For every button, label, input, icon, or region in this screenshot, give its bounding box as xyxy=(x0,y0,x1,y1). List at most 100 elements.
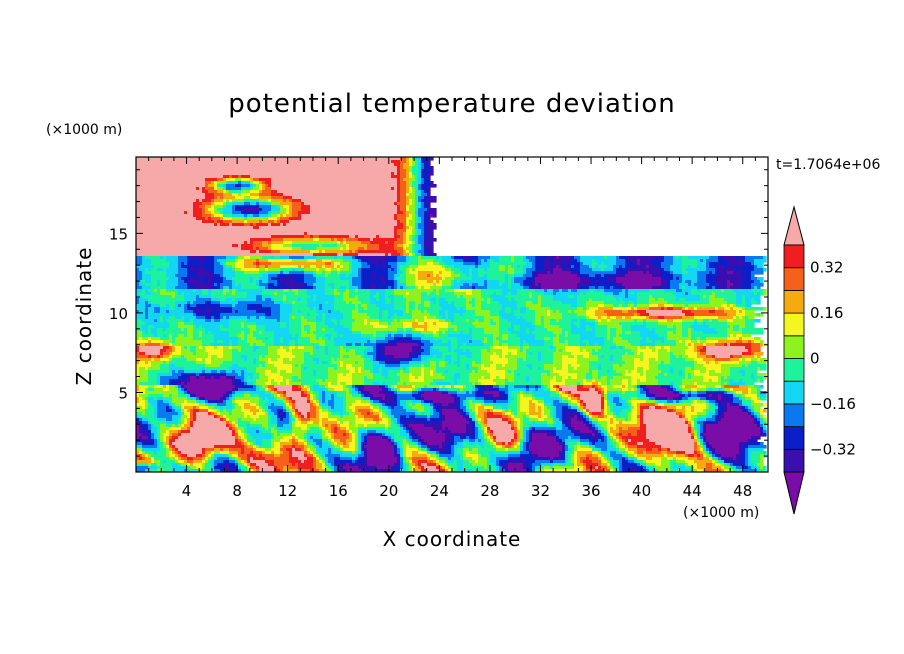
heatmap-cell xyxy=(286,208,290,212)
heatmap-cell xyxy=(691,406,695,410)
heatmap-cell xyxy=(508,391,512,395)
heatmap-cell xyxy=(373,355,377,359)
heatmap-cell xyxy=(460,280,485,284)
heatmap-cell xyxy=(604,286,611,290)
heatmap-cell xyxy=(145,343,161,347)
heatmap-cell xyxy=(271,262,326,266)
heatmap-cell xyxy=(169,277,179,281)
heatmap-cell xyxy=(184,400,188,404)
heatmap-cell xyxy=(145,307,149,311)
heatmap-cell xyxy=(412,202,416,206)
heatmap-cell xyxy=(595,328,608,332)
heatmap-cell xyxy=(397,217,407,221)
heatmap-cell xyxy=(313,295,317,299)
heatmap-cell xyxy=(514,271,524,275)
heatmap-cell xyxy=(739,403,743,407)
heatmap-cell xyxy=(166,385,170,389)
heatmap-cell xyxy=(649,307,662,311)
heatmap-cell xyxy=(634,301,638,305)
heatmap-cell xyxy=(409,301,416,305)
heatmap-cell xyxy=(475,370,479,374)
heatmap-cell xyxy=(604,337,608,341)
heatmap-cell xyxy=(202,292,209,296)
heatmap-cell xyxy=(598,376,602,380)
heatmap-cell xyxy=(514,280,524,284)
heatmap-cell xyxy=(739,328,743,332)
heatmap-cell xyxy=(310,409,317,413)
heatmap-cell xyxy=(508,337,521,341)
heatmap-cell xyxy=(265,337,269,341)
heatmap-cell xyxy=(319,268,326,272)
heatmap-cell xyxy=(670,352,674,356)
heatmap-cell xyxy=(568,397,572,401)
heatmap-cell xyxy=(559,388,563,392)
heatmap-cell xyxy=(682,310,692,314)
heatmap-cell xyxy=(181,409,185,413)
heatmap-cell xyxy=(325,289,335,293)
heatmap-cell xyxy=(466,355,473,359)
heatmap-cell xyxy=(250,415,260,419)
heatmap-cell xyxy=(583,340,590,344)
heatmap-cell xyxy=(304,361,317,365)
heatmap-cell xyxy=(598,343,605,347)
heatmap-cell xyxy=(559,265,563,269)
heatmap-cell xyxy=(376,292,380,296)
heatmap-cell xyxy=(193,412,197,416)
heatmap-cell xyxy=(640,343,656,347)
heatmap-cell xyxy=(457,328,470,332)
heatmap-cell xyxy=(415,187,419,191)
heatmap-cell xyxy=(676,256,680,260)
heatmap-cell xyxy=(232,355,242,359)
heatmap-cell xyxy=(475,313,491,317)
heatmap-cell xyxy=(403,241,407,245)
heatmap-cell xyxy=(685,409,692,413)
heatmap-cell xyxy=(418,217,422,221)
heatmap-cell xyxy=(352,391,359,395)
heatmap-cell xyxy=(418,265,443,269)
heatmap-cell xyxy=(448,328,455,332)
heatmap-cell xyxy=(634,304,638,308)
heatmap-cell xyxy=(265,298,272,302)
heatmap-cell xyxy=(271,193,284,197)
heatmap-cell xyxy=(394,226,404,230)
heatmap-cell xyxy=(571,268,581,272)
heatmap-cell xyxy=(412,160,416,164)
heatmap-cell xyxy=(487,274,506,278)
heatmap-cell xyxy=(685,352,698,356)
heatmap-cell xyxy=(358,253,386,257)
heatmap-cell xyxy=(697,280,707,284)
heatmap-cell xyxy=(307,259,317,263)
heatmap-cell xyxy=(460,403,464,407)
heatmap-cell xyxy=(439,331,443,335)
heatmap-cell xyxy=(556,256,560,260)
heatmap-cell xyxy=(163,385,167,389)
heatmap-cell xyxy=(418,232,422,236)
heatmap-cell xyxy=(343,298,359,302)
heatmap-cell xyxy=(460,412,464,416)
heatmap-cell xyxy=(295,364,299,368)
heatmap-cell xyxy=(541,379,551,383)
heatmap-cell xyxy=(169,316,176,320)
heatmap-cell xyxy=(409,355,413,359)
heatmap-cell xyxy=(313,271,317,275)
heatmap-cell xyxy=(484,376,491,380)
heatmap-cell xyxy=(418,277,443,281)
heatmap-cell xyxy=(655,406,662,410)
heatmap-cell xyxy=(625,271,629,275)
heatmap-cell xyxy=(364,397,371,401)
heatmap-cell xyxy=(412,214,416,218)
heatmap-cell xyxy=(610,382,623,386)
heatmap-cell xyxy=(265,265,269,269)
heatmap-cell xyxy=(670,385,674,389)
heatmap-cell xyxy=(577,304,587,308)
heatmap-cell xyxy=(151,280,158,284)
heatmap-cell xyxy=(343,412,350,416)
heatmap-cell xyxy=(196,271,212,275)
heatmap-cell xyxy=(508,397,515,401)
heatmap-cell xyxy=(763,292,767,296)
heatmap-cell xyxy=(613,397,620,401)
heatmap-cell xyxy=(649,295,653,299)
heatmap-cell xyxy=(481,289,503,293)
heatmap-cell xyxy=(334,340,368,344)
heatmap-cell xyxy=(541,283,578,287)
